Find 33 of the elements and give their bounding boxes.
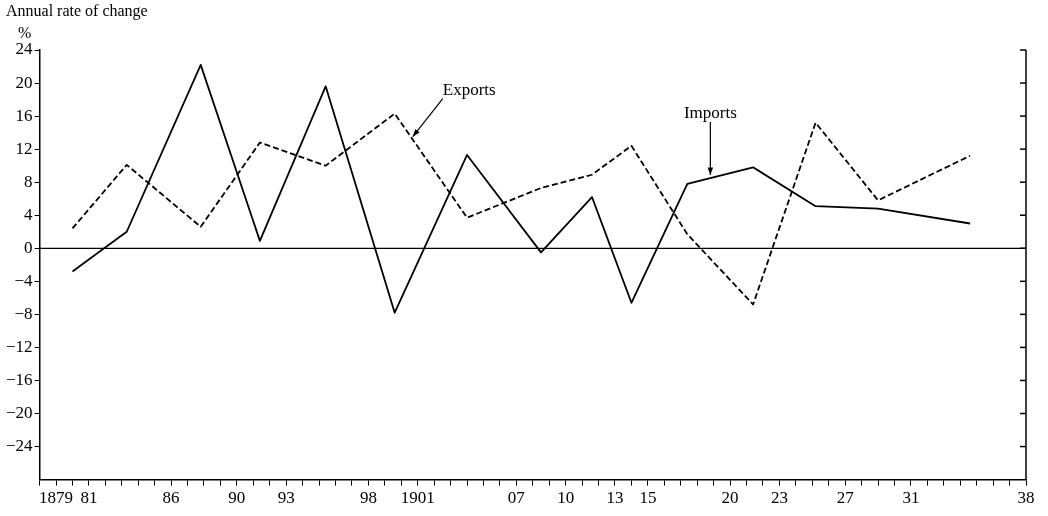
x-tick-label: 07 [507,488,526,508]
y-tick-label: 0 [24,237,33,257]
x-tick-label: 86 [162,488,180,508]
x-tick-label: 1879 [39,488,74,508]
y-tick-label: 24 [15,39,34,59]
y-axis-title: Annual rate of change [6,2,148,20]
x-tick-label: 93 [277,488,295,508]
x-tick-label: 23 [770,488,788,508]
y-tick-label: 16 [15,105,33,125]
text: Imports [683,103,737,123]
x-tick-label: 10 [557,488,575,508]
x-tick-label: 90 [228,488,246,508]
y-tick-label: 12 [15,138,33,158]
y-tick-label: 8 [24,171,33,191]
x-tick-label: 81 [80,488,98,508]
x-tick-label: 1901 [400,488,435,508]
x-tick-label: 20 [721,488,739,508]
y-tick-label: −12 [5,336,33,356]
y-tick-label: −16 [5,369,33,389]
x-tick-label: 98 [359,488,377,508]
y-tick-label: −20 [5,402,33,422]
y-tick-label: 4 [24,204,34,224]
x-tick-label: 38 [1017,488,1035,508]
text: Exports [442,79,496,99]
x-tick-label: 31 [902,488,920,508]
text: % [18,24,32,41]
y-tick-label: −24 [5,436,34,456]
y-tick-label: 20 [15,72,33,92]
x-tick-label: 13 [606,488,624,508]
x-tick-label: 27 [836,488,855,508]
y-tick-label: −8 [14,303,33,323]
y-tick-label: −4 [14,270,34,290]
x-tick-label: 15 [639,488,657,508]
